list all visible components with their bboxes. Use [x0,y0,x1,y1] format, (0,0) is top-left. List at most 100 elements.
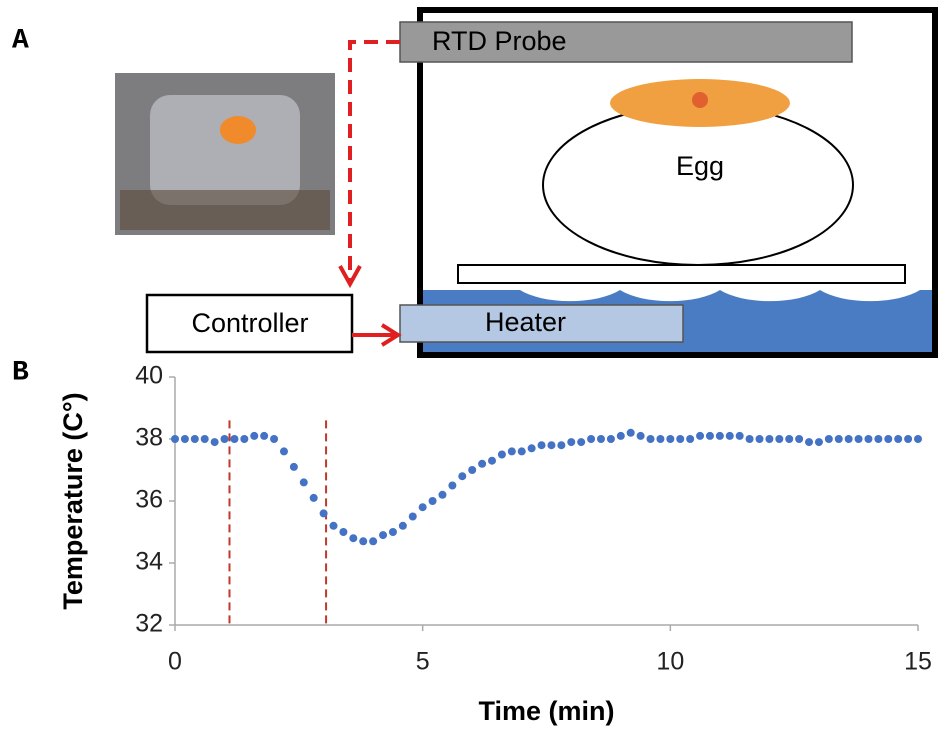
data-point [636,431,645,440]
data-point [299,478,308,487]
data-point [686,435,695,443]
data-point [715,431,724,440]
data-point [587,435,596,443]
data-point [527,444,536,453]
arrow [352,323,402,347]
data-point [398,521,407,530]
egg [542,104,854,266]
data-point [606,435,615,443]
data-point [904,435,913,443]
chart: 32 34 36 38 40 0 5 10 15 Time (min) Temperature (C… [58,362,932,727]
panel-label: A [12,25,29,56]
data-point [894,435,903,443]
y-axis-title: Temperature (C°) [58,392,88,609]
data-point [279,447,288,456]
data-point [319,509,328,518]
data-point [805,438,814,447]
panel-label: B [12,357,29,388]
data-point [537,441,546,450]
data-point [329,521,338,530]
data-point [557,441,566,450]
data-point [379,531,388,540]
y-tick-label: 34 [135,548,163,576]
data-point [844,435,853,443]
data-point [497,450,506,459]
photo [115,73,335,235]
y-tick-label: 32 [135,610,163,638]
data-point [596,435,605,443]
data-point [240,435,249,443]
data-point [696,431,705,440]
data-point [200,435,209,443]
probe [399,21,853,63]
data-point [656,435,665,443]
controller [145,293,354,354]
data-point [814,438,823,447]
data-point [834,435,843,443]
y-tick-label: 38 [135,424,163,452]
data-point [250,431,259,440]
x-axis-title: Time (min) [478,696,614,726]
data-point [854,435,863,443]
chamber [417,7,938,358]
data-point [725,431,734,440]
data-point [270,435,279,443]
data-point [478,459,487,468]
data-point [616,431,625,440]
data-point [388,528,397,536]
data-point [735,431,744,440]
data-point [914,435,922,443]
x-tick-label: 5 [416,648,430,676]
data-point [359,537,368,546]
data-point [408,512,417,521]
yolk-center [692,92,708,108]
data-point [260,431,269,440]
data-point [824,435,833,443]
data-point [785,435,794,443]
data-point [369,537,378,546]
egg-label: Egg [676,151,724,181]
data-point [775,435,784,443]
data-point [190,435,199,443]
platform [457,264,906,284]
data-point [349,534,358,543]
data-point [884,435,893,443]
arrow-head [338,265,362,289]
data-point [646,435,655,443]
y-tick-label: 40 [135,362,163,390]
data-point [577,438,586,447]
data-point [438,490,447,499]
data-point [171,435,179,443]
data-point [626,428,635,437]
data-point [468,466,477,474]
data-point [864,435,873,443]
data-point [210,438,219,447]
signal-line [348,40,400,280]
x-tick-label: 15 [904,648,932,676]
data-point [745,435,754,443]
data-point [289,462,298,471]
data-point [666,435,675,443]
data-point [230,435,239,443]
x-tick-label: 10 [656,648,684,676]
data-point [428,497,437,505]
data-point [795,435,804,443]
data-point [567,438,576,447]
probe-label: RTD Probe [432,26,567,56]
data-point [874,435,883,443]
data-point [547,441,556,450]
y-tick-label: 36 [135,486,163,514]
data-point [517,447,526,456]
data-point [309,493,318,502]
data-point [507,447,516,456]
data-point [220,435,229,443]
x-tick-label: 0 [168,648,182,676]
data-point [448,481,457,490]
data-point [418,503,427,512]
data-point [458,472,467,481]
data-point [755,435,764,443]
data-point [339,528,348,536]
data-point [180,435,189,443]
controller-label: Controller [191,308,308,338]
